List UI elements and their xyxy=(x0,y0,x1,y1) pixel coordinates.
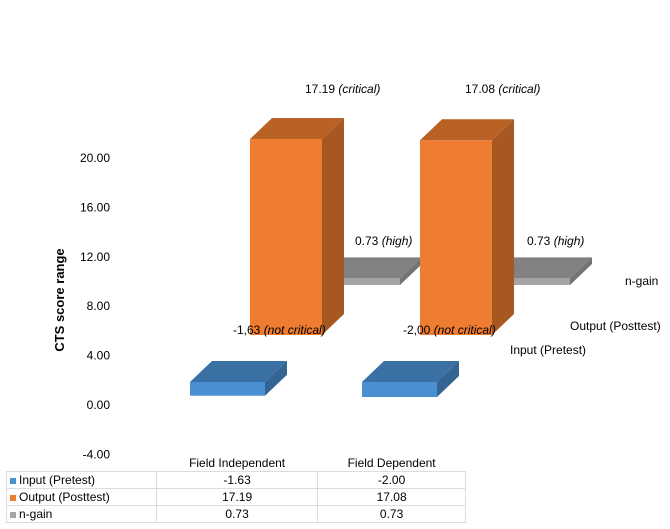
legend-label: Output (Posttest) xyxy=(19,490,110,504)
legend-swatch-output xyxy=(10,494,16,501)
table-row-label: n-gain xyxy=(6,505,157,523)
bar-front xyxy=(420,140,492,335)
table-row-label: Output (Posttest) xyxy=(6,488,157,506)
legend-swatch-ngain xyxy=(10,511,16,518)
y-tick-label: -4.00 xyxy=(83,447,111,461)
data-label: -1,63 (not critical) xyxy=(233,323,326,337)
depth-label: n-gain xyxy=(625,274,658,288)
data-label: 17.19 (critical) xyxy=(305,82,380,96)
bar-front xyxy=(490,278,570,285)
legend-label: n-gain xyxy=(19,507,53,521)
bar-front xyxy=(190,382,265,396)
data-labels: 0.73 (high) 0.73 (high) 17.19 (critical) 17… xyxy=(233,82,584,337)
table-cell: 17.08 xyxy=(317,488,466,506)
y-tick-label: 8.00 xyxy=(87,299,111,313)
bar-top xyxy=(490,257,592,279)
y-tick-label: 20.00 xyxy=(80,151,110,165)
table-cell: 0.73 xyxy=(155,505,319,523)
bars xyxy=(190,118,592,397)
table-column-header: Field Independent xyxy=(189,456,286,470)
table-cell: 0.73 xyxy=(317,505,466,523)
table-row: Output (Posttest) 17.19 17.08 xyxy=(6,488,466,506)
data-label: 17.08 (critical) xyxy=(465,82,540,96)
data-table: Field Independent Field Dependent Input … xyxy=(6,455,466,523)
depth-label: Input (Pretest) xyxy=(510,343,586,357)
bar-front xyxy=(362,382,437,397)
bar-front xyxy=(320,278,400,285)
depth-axis-labels: n-gain Output (Posttest) Input (Pretest) xyxy=(510,274,661,357)
bar-front xyxy=(250,139,322,335)
table-cell: -2.00 xyxy=(317,471,466,489)
bar-top xyxy=(250,118,344,140)
bar-side xyxy=(400,257,422,285)
table-column-header: Field Dependent xyxy=(347,456,436,470)
y-axis: -4.00 0.00 4.00 8.00 12.00 16.00 20.00 xyxy=(80,151,110,461)
table-cell: -1.63 xyxy=(155,471,319,489)
table-cell: 17.19 xyxy=(155,488,319,506)
y-tick-label: 12.00 xyxy=(80,250,110,264)
y-axis-title: CTS score range xyxy=(52,248,67,351)
table-corner xyxy=(7,455,157,472)
table-header-row: Field Independent Field Dependent xyxy=(7,455,466,472)
bar-top xyxy=(190,361,287,382)
legend-label: Input (Pretest) xyxy=(19,473,96,487)
y-tick-label: 0.00 xyxy=(87,398,111,412)
bar-side xyxy=(492,119,514,336)
y-tick-label: 16.00 xyxy=(80,200,110,214)
bar-top xyxy=(320,257,422,279)
bar-top xyxy=(420,119,514,141)
data-label: 0.73 (high) xyxy=(355,234,412,248)
bar-side xyxy=(322,118,344,335)
bar-side xyxy=(570,257,592,285)
y-tick-label: 4.00 xyxy=(87,349,111,363)
bar-side xyxy=(437,361,459,397)
table-row: n-gain 0.73 0.73 xyxy=(6,505,466,523)
table-row-label: Input (Pretest) xyxy=(6,471,157,489)
bar-side xyxy=(265,361,287,396)
data-label: 0.73 (high) xyxy=(527,234,584,248)
depth-label: Output (Posttest) xyxy=(570,319,661,333)
legend-swatch-input xyxy=(10,477,16,484)
table-row: Input (Pretest) -1.63 -2.00 xyxy=(6,471,466,489)
data-label: -2,00 (not critical) xyxy=(403,323,496,337)
bar-top xyxy=(362,361,459,382)
